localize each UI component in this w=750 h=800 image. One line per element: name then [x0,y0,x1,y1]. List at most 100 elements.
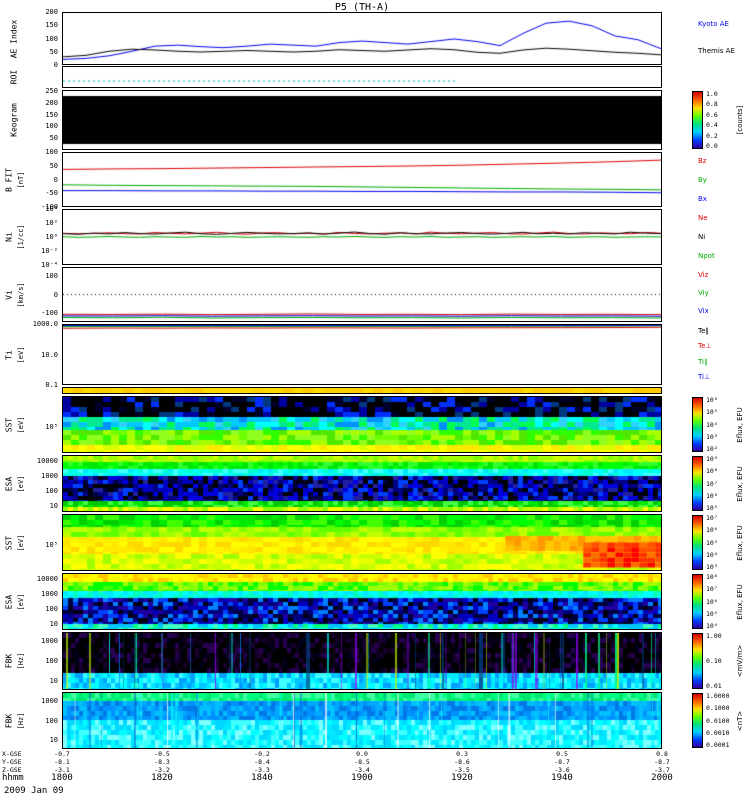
axis-row-0-val-6: 0.8 [656,750,668,758]
ytick-esa-electrons-1: 1000 [41,472,58,481]
velocity-canvas [63,268,661,321]
plot-box-roi [62,66,662,88]
colorbar-unit-sst-ions: Eflux, EFU [736,524,744,561]
colorbar-fbk-b [692,693,703,748]
axis-row-0-val-3: 0.0 [356,750,368,758]
legend-velocity-1: Viy [698,288,709,297]
colorbar-tick-sst-ions-2: 10⁵ [706,538,718,547]
ytick-keogram-4: 50 [49,134,58,142]
legend-ae-index-1: Themis AE [698,46,735,55]
time-tick-2: 1840 [251,773,273,783]
ytick-fbk-e-0: 1000 [41,636,58,645]
colorbar-tick-sst-electrons-1: 10⁵ [706,408,718,417]
esa-electrons-canvas [63,456,661,511]
legend-b-fit-2: Bx [698,194,707,203]
colorbar-tick-fbk-b-3: 0.0010 [706,728,730,737]
ytick-esa-electrons-2: 100 [45,486,58,495]
ytick-keogram-2: 150 [45,110,58,119]
date-label: 2009 Jan 09 [4,786,64,796]
ytick-density-4: 10⁻⁴ [41,261,58,269]
legend-temperature-2: Ti∥ [698,357,708,366]
legend-density-0: Ne [698,214,708,223]
legend-ae-index-0: Kyoto AE [698,20,729,29]
ytick-b-fit-0: 100 [45,148,58,156]
colorbar-tick-sst-ions-4: 10³ [706,563,718,571]
ytick-velocity-0: 100 [45,272,58,281]
legend-temperature-1: Te⊥ [698,342,712,351]
ytick-fbk-b-1: 100 [45,716,58,725]
plot-box-velocity [62,267,662,322]
axis-row-2-val-5: -3.6 [554,766,570,774]
axis-row-label-2: Z-GSE [2,766,22,774]
colorbar-tick-keogram-2: 0.6 [706,110,718,119]
ytick-ae-index-2: 100 [45,34,58,43]
axis-row-2-val-0: -3.1 [54,766,70,774]
axis-row-2-val-4: -3.5 [454,766,470,774]
plot-box-sst-ions [62,514,662,571]
time-axis-label: hhmm [2,773,24,783]
time-tick-4: 1920 [451,773,473,783]
sst-electrons-canvas [63,397,661,452]
colorbar-tick-fbk-b-4: 0.0001 [706,741,730,749]
plot-box-temperature [62,324,662,385]
time-tick-0: 1800 [51,773,73,783]
flag-strip-canvas [63,388,661,393]
colorbar-tick-esa-ions-1: 10⁷ [706,585,718,594]
esa-ions-canvas [63,574,661,629]
ytick-fbk-b-0: 1000 [41,696,58,705]
axis-row-2-val-6: -3.7 [654,766,670,774]
keogram-canvas [63,91,661,149]
ytick-esa-ions-3: 10 [49,620,58,629]
colorbar-tick-sst-ions-0: 10⁷ [706,514,718,522]
ytick-b-fit-4: -100 [41,203,58,211]
plot-box-b-fit [62,152,662,207]
colorbar-tick-esa-electrons-1: 10⁸ [706,467,718,476]
axis-row-1-val-5: -8.7 [554,758,570,766]
ytick-fbk-e-1: 100 [45,657,58,665]
time-tick-3: 1900 [351,773,373,783]
panel-label-roi: ROI [9,69,19,85]
ytick-keogram-3: 100 [45,122,58,130]
axis-row-2-val-1: -3.2 [154,766,170,774]
colorbar-tick-keogram-0: 1.0 [706,90,718,98]
axis-row-0-val-2: -0.2 [254,750,270,758]
legend-density-1: Ni [698,233,706,242]
roi-canvas [63,67,661,87]
colorbar-tick-keogram-5: 0.0 [706,142,718,150]
ytick-velocity-2: -100 [41,308,58,317]
colorbar-tick-esa-electrons-0: 10⁹ [706,455,718,463]
colorbar-tick-esa-electrons-2: 10⁷ [706,479,718,488]
plot-box-keogram [62,90,662,150]
colorbar-tick-fbk-e-2: 0.01 [706,682,722,690]
colorbar-sst-electrons [692,397,703,452]
colorbar-tick-fbk-e-0: 1.00 [706,632,722,640]
axis-row-1-val-3: -8.5 [354,758,370,766]
axis-row-0-val-0: -0.7 [54,750,70,758]
colorbar-esa-electrons [692,456,703,511]
ytick-ae-index-3: 50 [49,47,58,56]
colorbar-tick-esa-ions-3: 10⁵ [706,609,718,618]
ytick-temperature-0: 1000.0 [32,320,58,328]
ytick-b-fit-1: 50 [49,161,58,170]
axis-row-label-0: X-GSE [2,750,22,758]
time-tick-5: 1940 [551,773,573,783]
ytick-b-fit-2: 0 [53,175,58,184]
axis-row-1-val-4: -8.6 [454,758,470,766]
ytick-fbk-e-2: 10 [49,677,58,686]
density-canvas [63,210,661,264]
plot-box-ae-index [62,12,662,65]
ytick-temperature-2: 0.1 [45,381,58,389]
axis-row-1-val-0: -8.1 [54,758,70,766]
axis-row-2-val-3: -3.4 [354,766,370,774]
plot-box-flag-strip [62,387,662,394]
ytick-density-0: 10⁴ [45,205,58,213]
temperature-canvas [63,325,661,384]
colorbar-tick-sst-electrons-2: 10⁴ [706,420,718,429]
panel-label-keogram: Keogram [9,103,19,137]
ytick-sst-ions-0: 10⁵ [45,541,58,550]
plot-title: P5 (TH-A) [334,2,390,13]
axis-row-1-val-6: -8.7 [654,758,670,766]
time-tick-6: 2000 [651,773,673,783]
colorbar-tick-keogram-3: 0.4 [706,121,718,130]
colorbar-unit-esa-ions: Eflux, EFU [736,583,744,620]
